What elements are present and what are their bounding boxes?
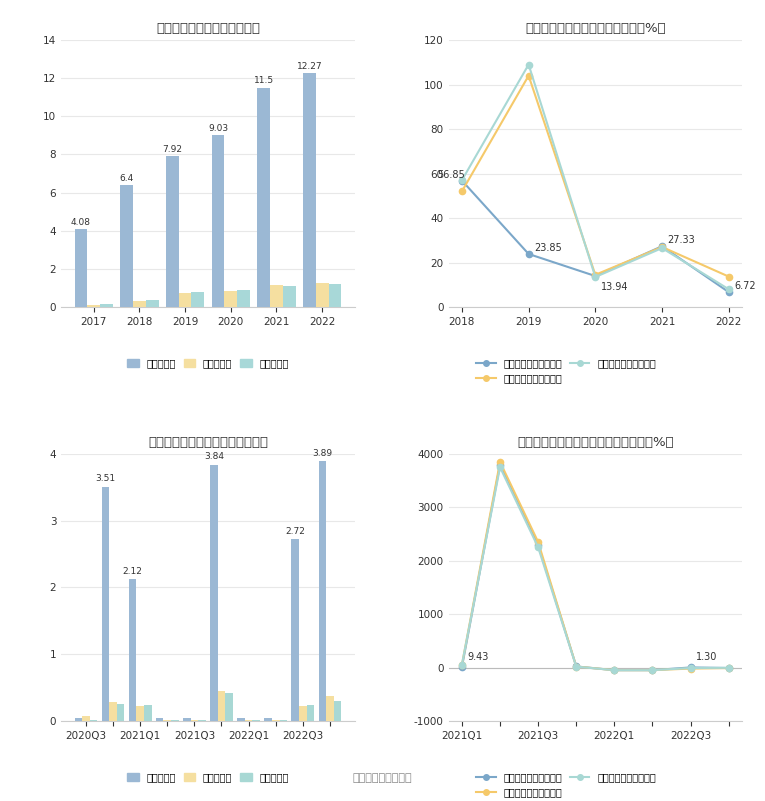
Bar [74, 718, 82, 721]
Text: 3.84: 3.84 [204, 453, 224, 461]
Bar [237, 718, 245, 721]
Text: 2.72: 2.72 [285, 527, 305, 536]
Bar [82, 716, 90, 721]
Text: 4.08: 4.08 [71, 218, 91, 227]
Bar [74, 229, 87, 307]
Text: 13.94: 13.94 [601, 282, 628, 292]
Text: 9.43: 9.43 [467, 652, 489, 662]
Bar [328, 284, 341, 307]
Title: 历年营收、净利情况（亿元）: 历年营收、净利情况（亿元） [156, 22, 260, 34]
Bar [257, 88, 270, 307]
Bar [100, 304, 113, 307]
Bar [283, 286, 295, 307]
Bar [334, 701, 341, 721]
Bar [326, 695, 334, 721]
Text: 3.89: 3.89 [312, 449, 333, 458]
Bar [316, 284, 328, 307]
Legend: 营业总收入同比增长率, 归母净利润同比增长率, 扣非净利润同比增长率: 营业总收入同比增长率, 归母净利润同比增长率, 扣非净利润同比增长率 [472, 355, 659, 387]
Bar [270, 285, 283, 307]
Bar [212, 135, 224, 307]
Bar [129, 579, 136, 721]
Bar [191, 292, 204, 307]
Bar [156, 718, 164, 721]
Bar [109, 702, 117, 721]
Title: 营收、净利同比增长率季度变动情况（%）: 营收、净利同比增长率季度变动情况（%） [517, 436, 674, 449]
Bar [307, 705, 314, 721]
Bar [299, 706, 307, 721]
Bar [265, 718, 272, 721]
Bar [224, 292, 237, 307]
Text: 6.72: 6.72 [734, 281, 756, 292]
Text: 11.5: 11.5 [254, 76, 274, 86]
Text: 2.12: 2.12 [122, 567, 142, 576]
Legend: 营业总收入, 归母净利润, 扣非净利润: 营业总收入, 归母净利润, 扣非净利润 [123, 768, 293, 787]
Bar [133, 301, 146, 307]
Bar [144, 705, 151, 721]
Bar [102, 487, 109, 721]
Text: 27.33: 27.33 [668, 235, 695, 245]
Text: 23.85: 23.85 [534, 244, 562, 253]
Bar [87, 304, 100, 307]
Bar [318, 461, 326, 721]
Bar [117, 703, 125, 721]
Text: 6.4: 6.4 [119, 174, 134, 183]
Bar [303, 73, 316, 307]
Bar [136, 706, 144, 721]
Title: 历年营收、净利同比增长率情况（%）: 历年营收、净利同比增长率情况（%） [525, 22, 666, 34]
Bar [166, 156, 179, 307]
Bar [218, 691, 225, 721]
Text: 数据来源：恒生聚源: 数据来源：恒生聚源 [353, 773, 412, 783]
Bar [183, 718, 190, 721]
Bar [179, 293, 191, 307]
Text: 1.30: 1.30 [696, 653, 718, 662]
Legend: 营业总收入, 归母净利润, 扣非净利润: 营业总收入, 归母净利润, 扣非净利润 [123, 355, 293, 372]
Bar [120, 185, 133, 307]
Text: 3.51: 3.51 [96, 474, 116, 483]
Legend: 营业总收入同比增长率, 归母净利润同比增长率, 扣非净利润同比增长率: 营业总收入同比增长率, 归母净利润同比增长率, 扣非净利润同比增长率 [472, 768, 659, 801]
Title: 营收、净利季度变动情况（亿元）: 营收、净利季度变动情况（亿元） [148, 436, 268, 449]
Text: 56.85: 56.85 [437, 170, 464, 179]
Bar [291, 539, 299, 721]
Text: 9.03: 9.03 [208, 123, 228, 132]
Text: 7.92: 7.92 [162, 145, 182, 154]
Bar [146, 300, 158, 307]
Bar [210, 465, 218, 721]
Bar [237, 290, 250, 307]
Text: 12.27: 12.27 [297, 62, 322, 70]
Bar [225, 693, 233, 721]
